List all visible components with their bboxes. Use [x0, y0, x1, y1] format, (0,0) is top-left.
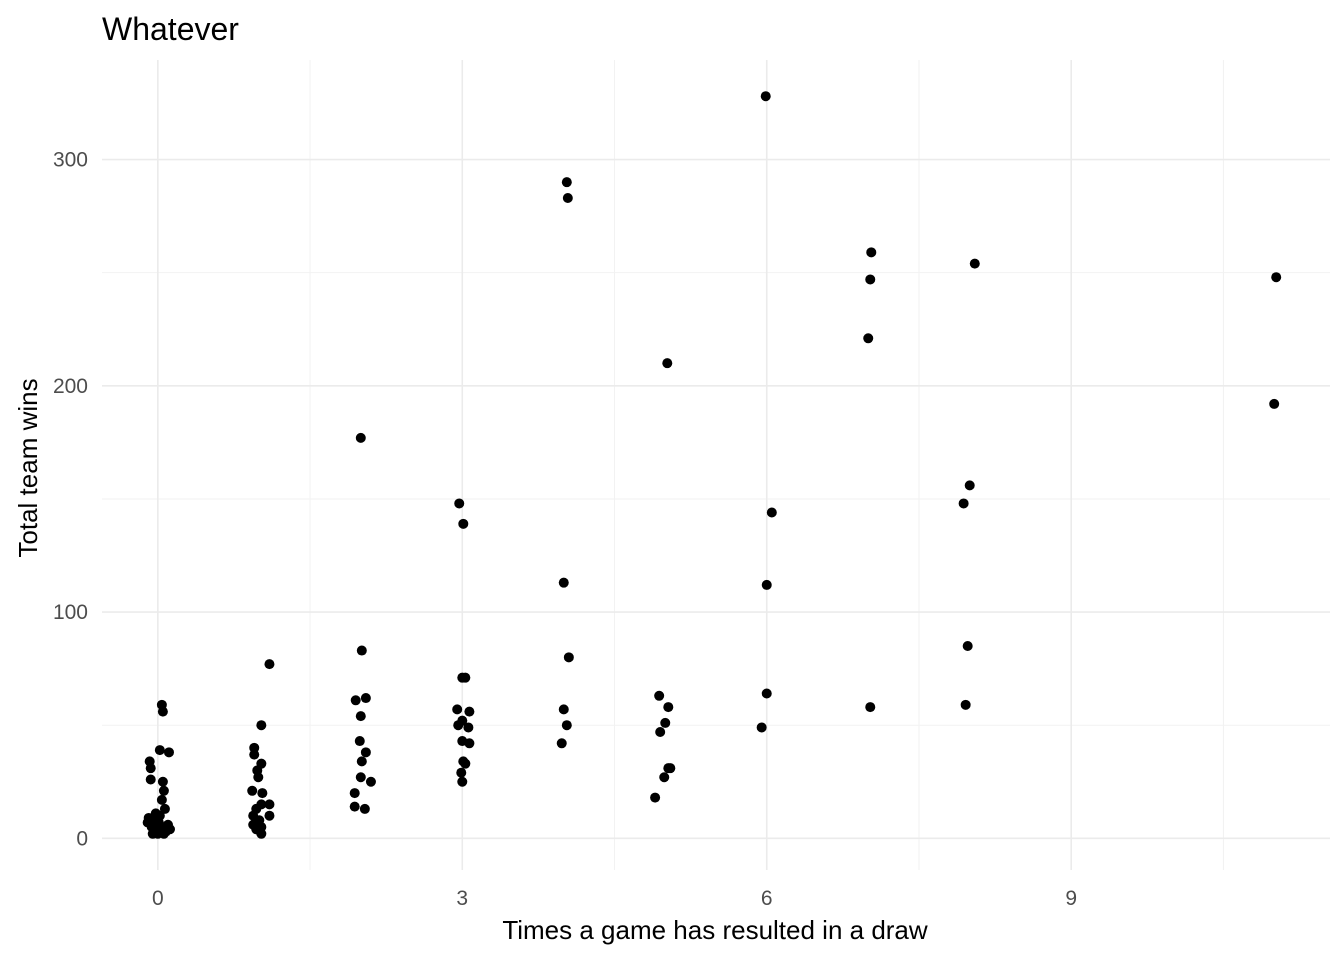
data-point [766, 507, 777, 518]
data-point [264, 659, 275, 670]
data-point [463, 722, 474, 733]
data-points [142, 91, 1282, 839]
x-tick-label: 9 [1065, 887, 1077, 910]
data-point [663, 702, 674, 713]
data-point [561, 177, 572, 188]
data-point [360, 693, 371, 704]
data-point [561, 720, 572, 731]
data-point [1271, 272, 1282, 283]
x-axis-title: Times a game has resulted in a draw [502, 915, 928, 945]
data-point [756, 722, 767, 733]
data-point [349, 788, 360, 799]
data-point [356, 645, 367, 656]
data-point [158, 785, 169, 796]
y-axis-title: Total team wins [13, 378, 43, 557]
y-tick-label: 300 [53, 149, 88, 172]
data-point [264, 799, 275, 810]
data-point [360, 747, 371, 758]
data-point [562, 193, 573, 204]
data-point [558, 577, 569, 588]
data-point [253, 772, 264, 783]
data-point [365, 776, 376, 787]
x-tick-label: 0 [152, 887, 164, 910]
data-point [458, 518, 469, 529]
data-point [655, 726, 666, 737]
data-point [456, 767, 467, 778]
data-point [659, 772, 670, 783]
data-point [356, 756, 367, 767]
data-point [349, 801, 360, 812]
data-point [969, 258, 980, 269]
data-point [460, 758, 471, 769]
data-point [157, 706, 168, 717]
data-point [460, 672, 471, 683]
data-point [760, 91, 771, 102]
data-point [156, 794, 167, 805]
data-point [556, 738, 567, 749]
data-point [863, 333, 874, 344]
data-point [962, 641, 973, 652]
data-point [960, 699, 971, 710]
data-point [354, 736, 365, 747]
data-point [355, 432, 366, 443]
data-point [558, 704, 569, 715]
data-point [1269, 398, 1280, 409]
data-point [454, 498, 465, 509]
data-point [964, 480, 975, 491]
data-point [154, 745, 165, 756]
data-point [958, 498, 969, 509]
data-point [453, 720, 464, 731]
data-point [256, 828, 267, 839]
data-point [761, 579, 772, 590]
data-point [142, 817, 153, 828]
data-point [452, 704, 463, 715]
data-point [145, 774, 156, 785]
y-tick-label: 200 [53, 375, 88, 398]
data-point [355, 711, 366, 722]
data-point [249, 749, 260, 760]
data-point [866, 247, 877, 258]
data-point [457, 776, 468, 787]
data-point [650, 792, 661, 803]
data-point [247, 785, 258, 796]
chart-title: Whatever [102, 11, 239, 47]
data-point [350, 695, 361, 706]
data-point [464, 706, 475, 717]
data-point [464, 738, 475, 749]
data-point [145, 763, 156, 774]
x-tick-label: 6 [761, 887, 773, 910]
data-point [157, 776, 168, 787]
data-point [264, 810, 275, 821]
data-point [563, 652, 574, 663]
data-point [159, 803, 170, 814]
data-point [660, 717, 671, 728]
data-point [761, 688, 772, 699]
grid [102, 60, 1330, 870]
data-point [865, 274, 876, 285]
data-point [256, 720, 267, 731]
data-point [359, 803, 370, 814]
data-point [164, 824, 175, 835]
data-point [662, 358, 673, 369]
tick-labels: 0 3 6 9 0 100 200 300 [53, 149, 1077, 910]
data-point [865, 702, 876, 713]
data-point [257, 788, 268, 799]
y-tick-label: 100 [53, 601, 88, 624]
data-point [654, 690, 665, 701]
y-tick-label: 0 [76, 827, 88, 850]
x-tick-label: 3 [456, 887, 468, 910]
data-point [355, 772, 366, 783]
data-point [163, 747, 174, 758]
data-point [665, 763, 676, 774]
